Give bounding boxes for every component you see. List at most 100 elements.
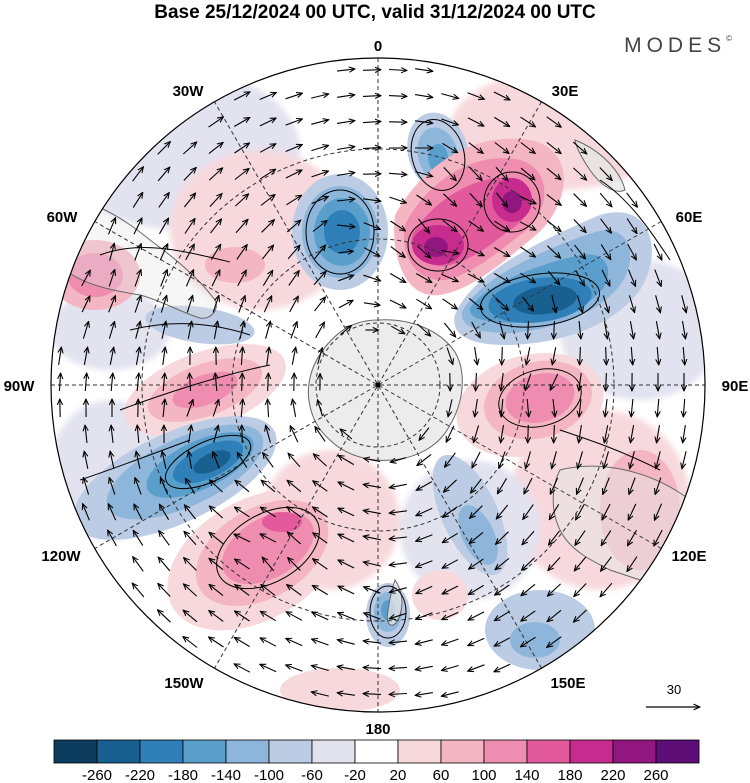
wind-arrow bbox=[415, 95, 433, 98]
wind-arrow bbox=[311, 171, 329, 178]
wind-arrow bbox=[259, 93, 277, 101]
colorbar-swatch bbox=[225, 739, 270, 764]
wind-arrow bbox=[655, 477, 662, 495]
wind-arrow bbox=[338, 560, 355, 569]
wind-arrow bbox=[185, 478, 196, 494]
wind-arrow bbox=[290, 322, 297, 339]
wind-arrow bbox=[362, 70, 381, 71]
wind-arrow bbox=[495, 557, 510, 569]
wind-arrow bbox=[160, 270, 168, 287]
wind-arrow bbox=[260, 664, 277, 673]
wind-arrow bbox=[469, 193, 482, 206]
wind-arrow bbox=[493, 247, 510, 257]
wind-arrow bbox=[184, 531, 197, 546]
wind-arrow bbox=[441, 273, 459, 281]
wind-arrow bbox=[209, 611, 224, 622]
wind-arrow bbox=[262, 557, 275, 572]
wind-arrow bbox=[364, 459, 381, 462]
wind-arrow bbox=[268, 373, 269, 392]
wind-arrow bbox=[441, 691, 459, 696]
wind-arrow bbox=[110, 451, 115, 469]
wind-arrow bbox=[501, 398, 503, 417]
wind-arrow bbox=[85, 425, 87, 443]
colorbar-swatch bbox=[53, 739, 98, 764]
wind-arrow bbox=[683, 425, 686, 443]
wind-arrow bbox=[467, 117, 484, 126]
wind-arrow bbox=[547, 583, 561, 596]
lon-label-0: 0 bbox=[374, 38, 382, 55]
wind-arrow bbox=[416, 481, 433, 491]
wind-arrow bbox=[390, 246, 405, 258]
wind-arrow bbox=[547, 609, 562, 621]
wind-arrow bbox=[137, 373, 139, 392]
wind-arrow bbox=[468, 637, 485, 645]
wind-arrow bbox=[315, 427, 326, 442]
wind-arrow bbox=[501, 425, 504, 443]
wind-arrow bbox=[389, 511, 407, 513]
wind-arrow bbox=[108, 504, 117, 521]
wind-arrow bbox=[312, 585, 328, 596]
wind-arrow bbox=[554, 320, 555, 339]
wind-arrow bbox=[261, 480, 276, 493]
wind-arrow bbox=[210, 219, 222, 234]
wind-arrow bbox=[338, 482, 355, 491]
lon-label-120w: 120W bbox=[41, 548, 81, 565]
wind-arrow bbox=[654, 503, 663, 521]
wind-arrow bbox=[242, 425, 243, 444]
wind-arrow bbox=[209, 558, 224, 571]
wind-arrow bbox=[606, 372, 607, 391]
wind-arrow bbox=[184, 219, 195, 234]
wind-arrow bbox=[337, 693, 355, 696]
wind-arrow bbox=[501, 373, 503, 391]
wind-arrow bbox=[573, 167, 586, 180]
wind-arrow bbox=[209, 532, 224, 545]
wind-arrow bbox=[261, 585, 276, 596]
wind-arrow bbox=[135, 321, 141, 339]
wind-arrow bbox=[311, 145, 328, 152]
wind-arrow bbox=[494, 116, 509, 126]
wind-arrow bbox=[208, 117, 224, 128]
wind-arrow bbox=[683, 321, 686, 339]
wind-arrow bbox=[468, 142, 483, 154]
wind-arrow bbox=[389, 273, 406, 283]
wind-arrow bbox=[389, 299, 406, 308]
wind-arrow bbox=[628, 295, 634, 312]
wind-arrow bbox=[415, 69, 433, 72]
wind-arrow bbox=[445, 452, 456, 467]
wind-arrow bbox=[442, 219, 457, 231]
wind-arrow bbox=[469, 531, 484, 543]
wind-arrow bbox=[656, 321, 659, 339]
wind-arrow bbox=[234, 534, 251, 543]
wind-arrow bbox=[495, 192, 507, 207]
wind-arrow bbox=[185, 244, 195, 261]
wind-arrow bbox=[209, 506, 224, 519]
lon-label-60e: 60E bbox=[676, 209, 703, 226]
wind-arrow bbox=[417, 218, 429, 233]
wind-arrow bbox=[235, 507, 250, 518]
wind-arrow bbox=[443, 479, 457, 492]
colorbar-swatch bbox=[354, 739, 399, 764]
wind-arrow bbox=[578, 451, 584, 468]
wind-arrow bbox=[233, 92, 250, 101]
wind-arrow bbox=[653, 243, 662, 260]
wind-arrow bbox=[132, 167, 144, 182]
anomaly-neg-105w bbox=[73, 416, 277, 540]
wind-arrow bbox=[261, 220, 275, 233]
wind-arrow bbox=[446, 347, 453, 365]
wind-arrow bbox=[109, 478, 116, 495]
wind-arrow bbox=[286, 612, 303, 621]
wind-arrow bbox=[338, 586, 355, 595]
wind-arrow bbox=[108, 270, 115, 287]
wind-arrow bbox=[471, 321, 481, 338]
wind-arrow bbox=[107, 218, 116, 235]
streamline bbox=[119, 364, 271, 411]
wind-arrow bbox=[573, 193, 587, 207]
wind-arrow bbox=[442, 298, 458, 309]
wind-arrow bbox=[494, 610, 510, 620]
streamline-loop bbox=[164, 434, 252, 490]
wind-arrow bbox=[285, 170, 302, 179]
wind-arrow bbox=[259, 118, 276, 127]
copyright-mark: © bbox=[726, 34, 732, 43]
wind-arrow bbox=[494, 142, 509, 154]
wind-arrow bbox=[522, 557, 535, 570]
